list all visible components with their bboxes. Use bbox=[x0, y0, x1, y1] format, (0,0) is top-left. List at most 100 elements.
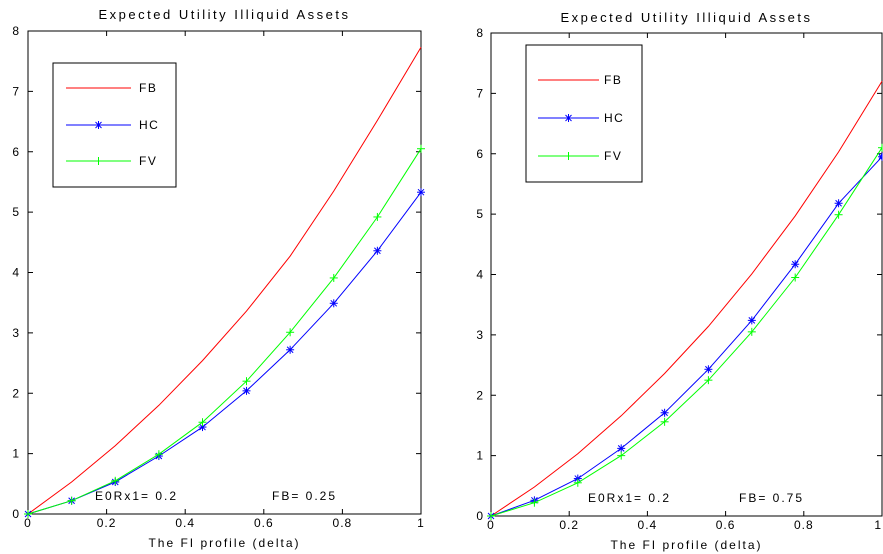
marker-fv-1 bbox=[67, 496, 76, 505]
marker-hc-2-stroke bbox=[574, 475, 582, 482]
y-tick-label: 5 bbox=[12, 205, 20, 219]
marker-hc-3-stroke bbox=[617, 445, 625, 452]
marker-hc-4-stroke bbox=[661, 409, 668, 417]
legend-marker-hc-stroke bbox=[95, 121, 102, 129]
marker-hc-7 bbox=[791, 260, 800, 269]
x-tick-label: 0.6 bbox=[254, 516, 274, 530]
legend-label-hc: HC bbox=[139, 118, 159, 132]
y-tick-label: 7 bbox=[12, 84, 20, 98]
marker-fv-6 bbox=[747, 327, 756, 336]
marker-fv-3 bbox=[617, 451, 626, 460]
annotation-text: FB= 0.75 bbox=[739, 491, 804, 505]
marker-hc-6 bbox=[286, 345, 295, 354]
y-tick-label: 5 bbox=[476, 207, 484, 221]
marker-hc-8-stroke bbox=[835, 199, 842, 207]
marker-hc-6 bbox=[747, 316, 756, 325]
marker-hc-5 bbox=[704, 365, 713, 374]
x-tick-label: 1 bbox=[417, 516, 425, 530]
x-axis-label: The FI profile (delta) bbox=[610, 538, 762, 552]
marker-hc-5 bbox=[242, 386, 251, 395]
marker-fv-2 bbox=[111, 476, 120, 485]
x-tick-label: 1 bbox=[874, 518, 882, 532]
y-tick-label: 1 bbox=[12, 447, 20, 461]
marker-hc-8 bbox=[834, 199, 843, 208]
legend: FB HC FV bbox=[52, 62, 177, 188]
x-tick-label: 0.4 bbox=[175, 516, 195, 530]
legend-label-fv: FV bbox=[604, 149, 622, 163]
y-tick-label: 1 bbox=[476, 449, 484, 463]
legend-label-fb: FB bbox=[604, 73, 622, 87]
marker-fv-8 bbox=[834, 210, 843, 219]
marker-fv-5 bbox=[242, 377, 251, 386]
marker-fv-7 bbox=[791, 273, 800, 282]
marker-fv-2 bbox=[573, 478, 582, 487]
chart-title: Expected Utility Illiquid Assets bbox=[99, 7, 351, 22]
chart-right: Expected Utility Illiquid Assets 0 0.2 0.4 0… bbox=[476, 10, 883, 552]
y-tick-label: 0 bbox=[12, 507, 20, 521]
legend: FB HC FV bbox=[525, 44, 643, 183]
marker-fv-7 bbox=[329, 273, 338, 282]
marker-fv-9 bbox=[417, 144, 425, 153]
marker-hc-5-stroke bbox=[243, 387, 250, 395]
legend-entry-hc: HC bbox=[538, 111, 624, 125]
y-tick-label: 2 bbox=[12, 386, 20, 400]
legend-marker-hc-stroke bbox=[565, 114, 572, 122]
legend-label-hc: HC bbox=[604, 111, 624, 125]
marker-fv-6 bbox=[286, 328, 295, 337]
marker-fv-5 bbox=[704, 376, 713, 385]
marker-fv-9 bbox=[878, 143, 883, 152]
x-tick-label: 0.6 bbox=[716, 518, 736, 532]
legend-label-fb: FB bbox=[139, 81, 157, 95]
marker-hc-7-stroke bbox=[791, 260, 799, 268]
legend-marker-fv bbox=[564, 152, 573, 160]
marker-fv-8 bbox=[373, 212, 382, 221]
marker-hc-6-stroke bbox=[748, 317, 756, 324]
legend-label-fv: FV bbox=[139, 154, 157, 168]
legend-entry-fb: FB bbox=[66, 81, 157, 95]
chart-left: Expected Utility Illiquid Assets 0 0.2 0.4 0… bbox=[12, 7, 425, 550]
annotation-text: E0Rx1= 0.2 bbox=[588, 491, 671, 505]
marker-fv-0 bbox=[487, 512, 495, 520]
x-tick-label: 0.4 bbox=[638, 518, 658, 532]
legend-marker-hc bbox=[94, 121, 103, 129]
series-line-hc bbox=[490, 156, 883, 517]
y-tick-label: 3 bbox=[476, 328, 484, 342]
marker-hc-9 bbox=[417, 188, 425, 197]
y-tick-label: 3 bbox=[12, 326, 20, 340]
marker-hc-3 bbox=[617, 444, 626, 453]
marker-fv-4 bbox=[660, 417, 669, 426]
annotation-text: E0Rx1= 0.2 bbox=[95, 489, 178, 503]
legend-box bbox=[525, 44, 643, 183]
marker-fv-3 bbox=[154, 450, 163, 459]
marker-hc-4-stroke bbox=[199, 423, 206, 431]
legend-entry-fv: FV bbox=[66, 154, 157, 168]
y-tick-label: 4 bbox=[476, 268, 484, 282]
marker-fv-1 bbox=[530, 498, 539, 507]
legend-marker-hc bbox=[564, 114, 573, 122]
x-tick-label: 0 bbox=[487, 518, 495, 532]
marker-hc-7 bbox=[329, 299, 338, 308]
marker-hc-8 bbox=[373, 246, 382, 255]
y-tick-label: 0 bbox=[476, 509, 484, 523]
marker-hc-4 bbox=[660, 408, 669, 417]
x-tick-label: 0.8 bbox=[333, 516, 353, 530]
annotation-text: FB= 0.25 bbox=[272, 489, 337, 503]
y-tick-label: 2 bbox=[476, 388, 484, 402]
marker-hc-7-stroke bbox=[330, 299, 338, 307]
series-line-fb bbox=[490, 81, 883, 517]
legend-entry-hc: HC bbox=[66, 118, 159, 132]
marker-hc-9-stroke bbox=[417, 188, 425, 196]
series-line-hc bbox=[27, 191, 422, 515]
legend-entry-fb: FB bbox=[538, 73, 622, 87]
series-line-fv bbox=[490, 147, 883, 517]
x-tick-label: 0.2 bbox=[559, 518, 579, 532]
x-axis-label: The FI profile (delta) bbox=[148, 536, 300, 550]
y-tick-label: 7 bbox=[476, 86, 484, 100]
y-tick-label: 6 bbox=[12, 145, 20, 159]
y-tick-label: 8 bbox=[12, 24, 20, 38]
marker-hc-5-stroke bbox=[705, 365, 712, 373]
marker-hc-9 bbox=[878, 152, 883, 161]
x-tick-label: 0 bbox=[24, 516, 32, 530]
x-tick-label: 0.8 bbox=[794, 518, 814, 532]
